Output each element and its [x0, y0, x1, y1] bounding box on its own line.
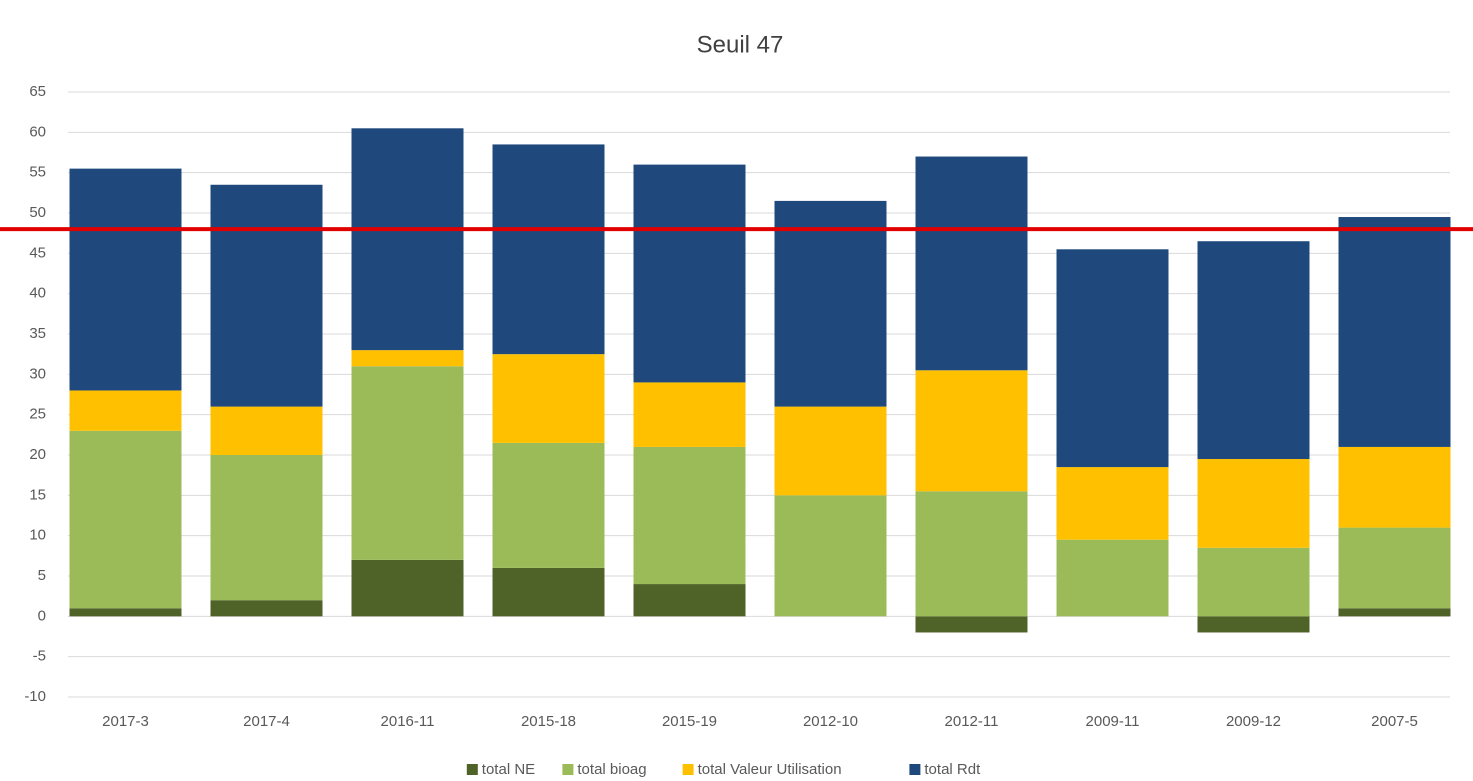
- legend-swatch: [466, 764, 478, 775]
- bar-segment: [210, 600, 323, 617]
- x-tick-label: 2016-11: [381, 713, 435, 730]
- bar-segment: [492, 442, 605, 568]
- bar-segment: [492, 144, 605, 355]
- y-tick-label: 50: [29, 204, 46, 221]
- legend-swatch: [682, 764, 694, 775]
- bar-segment: [774, 200, 887, 407]
- x-tick-label: 2012-11: [945, 713, 999, 730]
- x-tick-label: 2015-19: [662, 713, 717, 730]
- bar-segment: [1338, 608, 1451, 617]
- bar-segment: [351, 128, 464, 351]
- y-tick-label: 25: [29, 406, 46, 423]
- bar-segment: [915, 156, 1028, 371]
- bar-segment: [210, 184, 323, 407]
- legend-label: total bioag: [577, 761, 646, 778]
- bar-segment: [351, 559, 464, 617]
- bar-segment: [69, 390, 182, 431]
- bar-segment: [1338, 217, 1451, 447]
- x-tick-label: 2017-4: [243, 713, 290, 730]
- bar-segment: [1056, 467, 1169, 540]
- y-tick-label: 40: [29, 285, 46, 302]
- y-tick-label: 45: [29, 244, 46, 261]
- bar-segment: [1338, 527, 1451, 609]
- bar-segment: [351, 350, 464, 367]
- x-tick-label: 2007-5: [1371, 713, 1418, 730]
- y-tick-label: 0: [38, 607, 46, 624]
- y-tick-label: 60: [29, 123, 46, 140]
- bar-segment: [1197, 547, 1310, 617]
- bar-segment: [774, 495, 887, 617]
- legend-label: total Valeur Utilisation: [698, 761, 842, 778]
- bar-segment: [1197, 616, 1310, 633]
- x-tick-label: 2009-12: [1226, 713, 1281, 730]
- legend-label: total NE: [482, 761, 535, 778]
- bar-segment: [1338, 446, 1451, 528]
- bar-segment: [915, 491, 1028, 617]
- y-tick-label: -5: [33, 648, 46, 665]
- bar-segment: [492, 567, 605, 617]
- bar-segment: [210, 406, 323, 455]
- bar-segment: [69, 168, 182, 391]
- legend-swatch: [909, 764, 921, 775]
- bar-segment: [633, 164, 746, 383]
- bar-segment: [492, 354, 605, 443]
- legend-swatch: [562, 764, 574, 775]
- bar-segment: [774, 406, 887, 496]
- y-tick-label: 65: [29, 83, 46, 100]
- y-tick-label: 5: [38, 567, 46, 584]
- x-tick-label: 2017-3: [102, 713, 149, 730]
- legend-label: total Rdt: [924, 761, 981, 778]
- x-tick-label: 2009-11: [1086, 713, 1140, 730]
- bar-segment: [633, 446, 746, 585]
- y-tick-label: 55: [29, 164, 46, 181]
- bar-segment: [1197, 241, 1310, 460]
- bar-segment: [351, 366, 464, 560]
- y-tick-label: -10: [24, 688, 46, 705]
- bar-segment: [915, 370, 1028, 492]
- bar-segment: [69, 430, 182, 609]
- x-tick-label: 2015-18: [521, 713, 576, 730]
- y-tick-label: 35: [29, 325, 46, 342]
- bar-segment: [210, 455, 323, 601]
- bar-segment: [1056, 539, 1169, 617]
- y-tick-label: 15: [29, 486, 46, 503]
- bar-segment: [1197, 459, 1310, 548]
- bar-segment: [633, 382, 746, 447]
- chart-title: Seuil 47: [697, 31, 784, 58]
- x-tick-label: 2012-10: [803, 713, 858, 730]
- bar-segment: [915, 616, 1028, 633]
- y-tick-label: 10: [29, 527, 46, 544]
- bar-segment: [633, 584, 746, 617]
- y-tick-label: 30: [29, 365, 46, 382]
- bar-segment: [1056, 249, 1169, 468]
- y-tick-label: 20: [29, 446, 46, 463]
- bar-segment: [69, 608, 182, 617]
